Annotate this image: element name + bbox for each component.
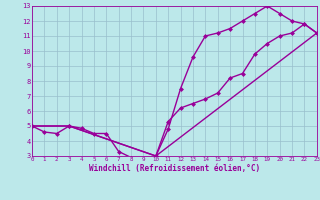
X-axis label: Windchill (Refroidissement éolien,°C): Windchill (Refroidissement éolien,°C) [89,164,260,173]
